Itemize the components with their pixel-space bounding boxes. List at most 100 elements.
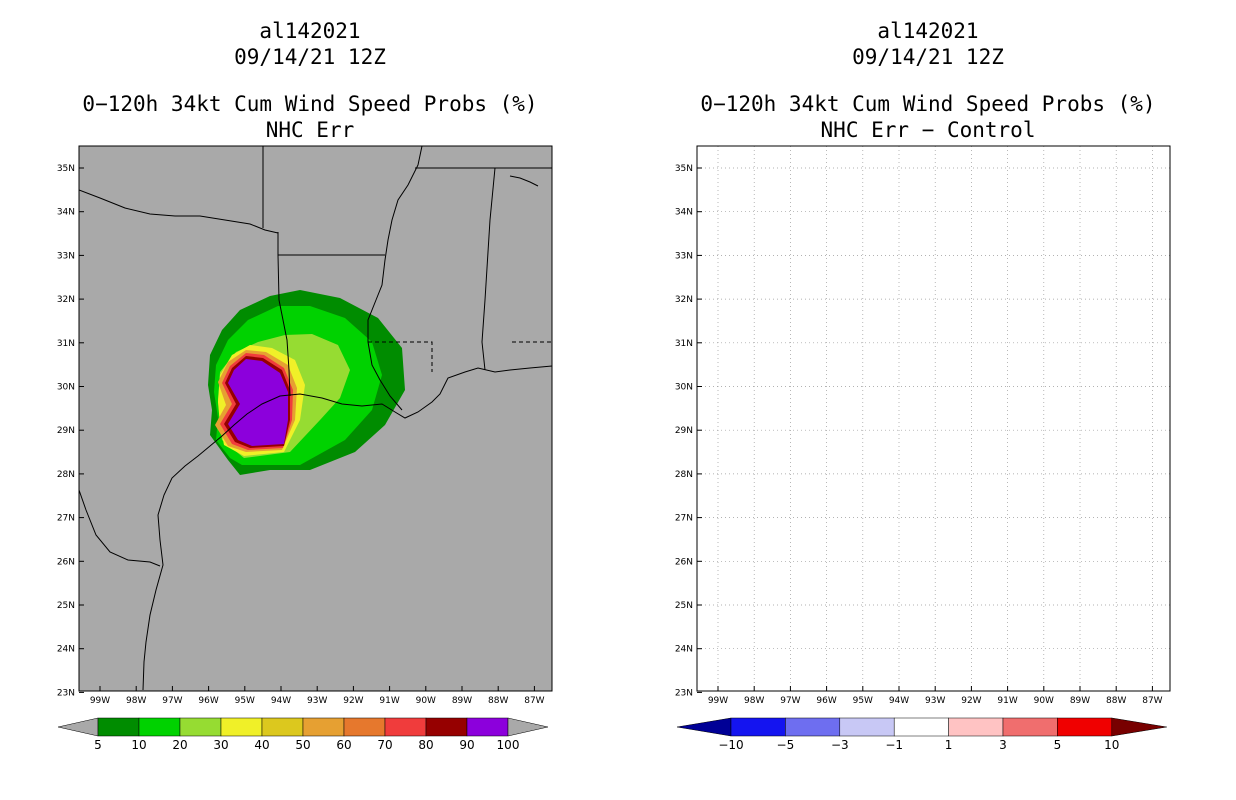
left-lat-ticks: 35N 34N 33N 32N 31N 30N 29N 28N 27N 26N 25N 24N 23N [57,164,84,698]
left-colorbar-label: 80 [418,738,433,752]
left-contour-100 [228,359,288,446]
right-lat-label: 31N [675,339,693,349]
left-lon-label: 97W [162,696,182,706]
right-lon-label: 97W [780,696,800,706]
right-lat-label: 35N [675,164,693,174]
left-colorbar-label: 100 [497,738,520,752]
left-colorbar-label: 5 [94,738,102,752]
left-lat-label: 27N [57,514,75,524]
right-title-block: al142021 09/14/21 12Z [688,18,1168,70]
right-lon-label: 88W [1106,696,1126,706]
right-colorbar-high-arrow [1111,717,1167,737]
right-colorbar-label: −5 [777,738,795,752]
right-lat-label: 25N [675,601,693,611]
right-lon-label: 95W [853,696,873,706]
left-lat-label: 25N [57,601,75,611]
right-colorbar-label: 3 [999,738,1007,752]
left-lon-label: 87W [524,696,544,706]
right-colorbar-label: 1 [945,738,953,752]
right-gridlines [697,146,1170,691]
right-lat-label: 33N [675,251,693,261]
left-colorbar-label: 30 [213,738,228,752]
left-map-frame [78,145,553,692]
right-subtitle: NHC Err − Control [820,118,1036,142]
left-datetime: 09/14/21 12Z [234,45,386,69]
left-lon-label: 92W [343,696,363,706]
left-colorbar-label: 10 [131,738,146,752]
right-colorbar-swatch [893,717,949,737]
left-colorbar-swatch [179,717,222,737]
right-lat-label: 30N [675,383,693,393]
right-colorbar-swatch [948,717,1004,737]
left-lon-label: 99W [90,696,110,706]
left-colorbar-label: 40 [254,738,269,752]
left-lat-label: 33N [57,251,75,261]
right-datetime: 09/14/21 12Z [852,45,1004,69]
right-lat-label: 26N [675,557,693,567]
left-colorbar-swatch [220,717,263,737]
left-lat-label: 24N [57,645,75,655]
right-lat-ticks: 35N 34N 33N 32N 31N 30N 29N 28N 27N 26N 25N 24N 23N [675,164,702,698]
right-product: 0−120h 34kt Cum Wind Speed Probs (%) [700,92,1156,116]
left-colorbar: 5 10 20 30 40 50 60 70 80 90 100 [57,717,549,752]
right-lon-label: 93W [925,696,945,706]
right-lat-label: 24N [675,645,693,655]
left-lon-label: 93W [307,696,327,706]
right-lon-label: 92W [961,696,981,706]
left-lon-label: 98W [126,696,146,706]
left-lat-label: 32N [57,295,75,305]
right-colorbar-swatch [1002,717,1058,737]
left-colorbar-swatch [466,717,509,737]
right-colorbar-label: 10 [1104,738,1119,752]
right-lon-label: 90W [1034,696,1054,706]
left-lon-label: 89W [452,696,472,706]
right-colorbar-swatch [1057,717,1113,737]
left-colorbar-label: 90 [459,738,474,752]
left-lon-ticks: 99W 98W 97W 96W 95W 94W 93W 92W 91W 90W 89W 88W 87W [90,686,545,706]
right-lat-label: 29N [675,426,693,436]
right-storm-id: al142021 [877,19,979,43]
left-lat-label: 26N [57,557,75,567]
left-colorbar-swatch [138,717,181,737]
right-lat-label: 23N [675,688,693,698]
right-lon-label: 89W [1070,696,1090,706]
left-colorbar-label: 20 [172,738,187,752]
right-colorbar-label: −1 [885,738,903,752]
left-colorbar-high-arrow [507,717,549,737]
left-colorbar-label: 60 [336,738,351,752]
left-colorbar-swatch [261,717,304,737]
right-colorbar-label: 5 [1054,738,1062,752]
left-lat-label: 34N [57,208,75,218]
right-map-background [697,146,1170,691]
right-colorbar: −10 −5 −3 −1 1 3 5 10 [676,717,1167,752]
right-product-block: 0−120h 34kt Cum Wind Speed Probs (%) NHC… [688,91,1168,143]
left-lon-label: 88W [488,696,508,706]
left-colorbar-swatch [302,717,345,737]
right-lon-label: 96W [816,696,836,706]
right-colorbar-swatch [785,717,841,737]
right-lon-label: 94W [889,696,909,706]
right-colorbar-swatch [730,717,786,737]
right-colorbar-label: −3 [831,738,849,752]
left-colorbar-label: 70 [377,738,392,752]
left-lat-label: 30N [57,383,75,393]
left-product: 0−120h 34kt Cum Wind Speed Probs (%) [82,92,538,116]
right-lon-label: 99W [708,696,728,706]
left-lon-label: 91W [379,696,399,706]
left-colorbar-swatch [97,717,140,737]
right-lon-label: 98W [744,696,764,706]
left-colorbar-swatch [384,717,427,737]
left-colorbar-low-arrow [57,717,99,737]
left-lon-label: 94W [271,696,291,706]
left-lat-label: 35N [57,164,75,174]
left-lat-label: 29N [57,426,75,436]
left-colorbar-swatch [343,717,386,737]
right-colorbar-low-arrow [676,717,732,737]
left-lat-label: 28N [57,470,75,480]
left-lat-label: 23N [57,688,75,698]
left-lat-label: 31N [57,339,75,349]
left-colorbar-label: 50 [295,738,310,752]
left-product-block: 0−120h 34kt Cum Wind Speed Probs (%) NHC… [70,91,550,143]
left-storm-id: al142021 [259,19,361,43]
